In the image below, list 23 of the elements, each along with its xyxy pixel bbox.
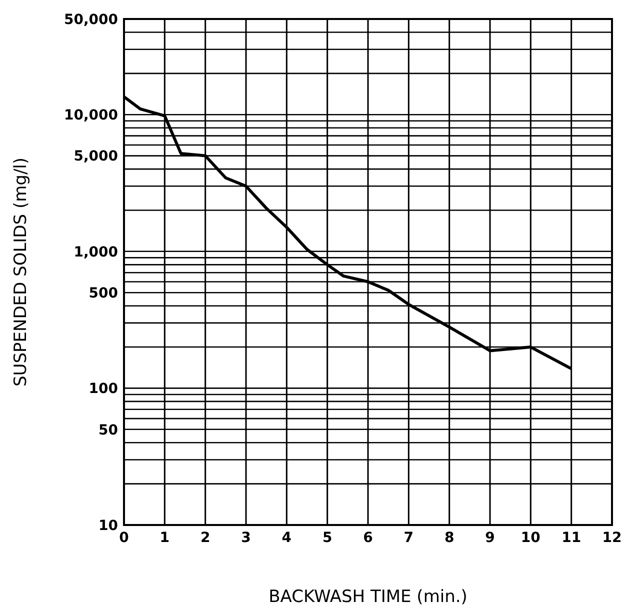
y-tick-label: 5,000 (74, 148, 118, 165)
x-tick-label: 6 (363, 530, 373, 546)
y-tick-label: 10,000 (64, 108, 118, 124)
y-tick-label: 50 (98, 422, 118, 438)
x-tick-label: 1 (160, 530, 170, 546)
x-tick-label: 0 (119, 530, 130, 546)
x-tick-label: 5 (322, 530, 332, 546)
y-tick-label: 1,000 (74, 244, 118, 260)
x-tick-label: 3 (241, 530, 251, 546)
y-tick-label: 500 (88, 285, 118, 302)
x-axis-title: BACKWASH TIME (min.) (268, 587, 468, 607)
y-tick-label: 100 (88, 381, 118, 398)
x-tick-label: 8 (444, 530, 454, 546)
y-axis-title: SUSPENDED SOLIDS (mg/l) (11, 157, 31, 387)
x-tick-label: 2 (200, 530, 210, 546)
x-tick-label: 12 (602, 530, 622, 546)
x-tick-label: 10 (520, 530, 541, 546)
x-tick-label: 4 (282, 530, 292, 546)
y-tick-label: 50,000 (64, 12, 118, 28)
x-tick-label: 11 (562, 530, 582, 546)
y-tick-label: 10 (98, 518, 118, 534)
x-tick-label: 9 (485, 530, 495, 546)
x-tick-label: 7 (404, 530, 414, 546)
